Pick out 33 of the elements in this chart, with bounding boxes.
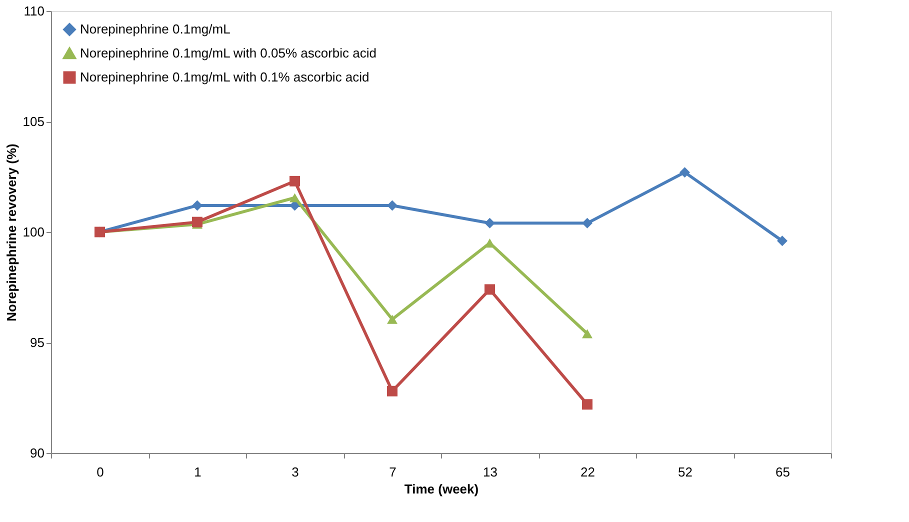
point: [290, 176, 300, 186]
point: [192, 216, 202, 228]
x-tick-label: 52: [678, 464, 692, 480]
x-tick-label: 65: [776, 464, 790, 480]
point: [387, 200, 398, 211]
point: [192, 200, 202, 211]
point: [484, 218, 495, 228]
x-tick-label: 0: [96, 464, 104, 480]
y-tick-label: 90: [30, 446, 44, 460]
legend-label: Norepinephrine 0.1mg/mL with 0.1% ascorbic acid: [80, 70, 370, 84]
x-tick-label: 3: [292, 464, 299, 480]
point: [582, 218, 592, 228]
y-tick-label: 105: [22, 114, 44, 129]
y-tick-label: 100: [22, 224, 44, 240]
point: [387, 314, 398, 324]
legend-label: Norepinephrine 0.1mg/mL: [80, 22, 230, 36]
legend-label: Norepinephrine 0.1mg/mL with 0.05% ascorbic acid: [80, 46, 377, 60]
point: [484, 238, 495, 248]
point: [582, 329, 592, 338]
x-tick-label: 7: [389, 464, 396, 480]
point: [582, 399, 592, 410]
point: [484, 284, 495, 295]
point: [680, 167, 690, 178]
point: [777, 236, 788, 246]
x-tick-label: 13: [483, 464, 498, 480]
y-tick-label: 110: [24, 4, 44, 18]
point: [290, 193, 300, 202]
x-tick-label: 1: [194, 464, 202, 480]
x-tick-label: 22: [580, 464, 595, 480]
x-axis-title: Time (week): [404, 482, 479, 496]
y-tick-label: 95: [30, 335, 44, 350]
point: [387, 386, 398, 396]
y-axis-title: Norepinephrine revovery (%): [4, 144, 19, 322]
